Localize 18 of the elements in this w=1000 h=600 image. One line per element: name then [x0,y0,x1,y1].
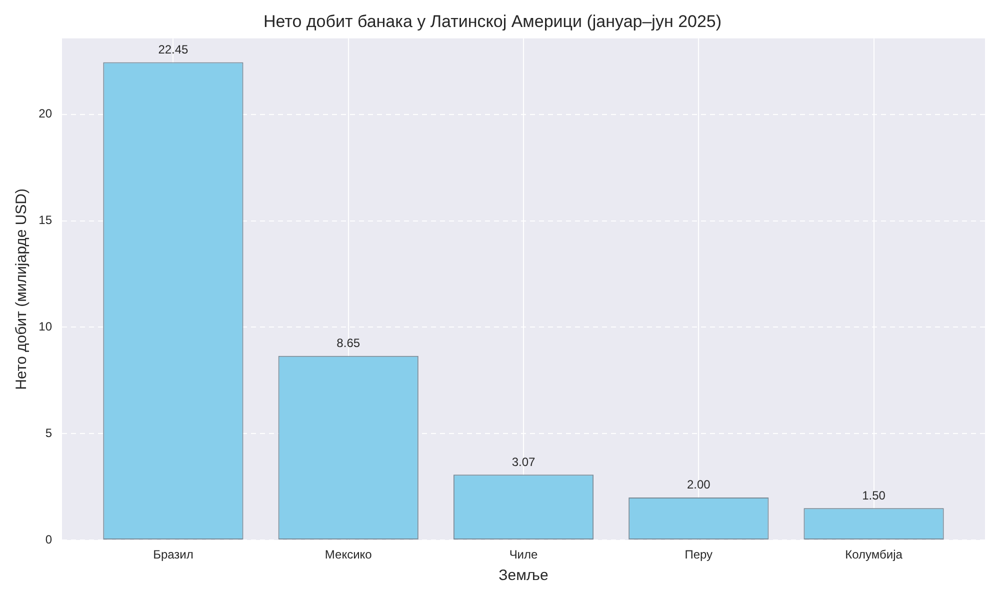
data-label: 22.45 [158,42,189,57]
x-tick-label: Колумбија [845,548,903,562]
y-tick-label: 10 [38,320,52,334]
data-label: 1.50 [862,488,886,502]
y-tick-label: 20 [38,106,52,121]
x-tick-label: Бразил [153,548,194,562]
y-tick-label: 0 [45,532,52,546]
data-label: 3.07 [512,454,536,469]
x-tick-label: Перу [684,548,713,562]
y-tick-label: 15 [38,213,52,228]
y-axis-title: Нето добит (милијарде USD) [13,188,30,390]
data-label: 8.65 [336,336,360,350]
x-axis-title: Земље [498,567,548,584]
chart-title: Нето добит банака у Латинској Америци (јануар–јун 2025) [263,12,722,31]
y-tick-label: 5 [45,426,52,440]
x-tick-label: Чиле [509,548,538,562]
x-tick-label: Мексико [324,548,372,562]
data-label: 2.00 [686,478,711,492]
